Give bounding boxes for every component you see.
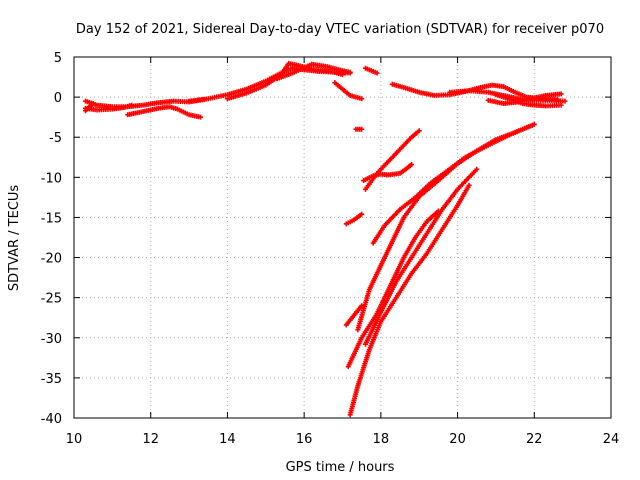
y-tick-label: -40 <box>41 412 62 427</box>
series-arc-k <box>389 81 560 103</box>
series-arc-h <box>332 80 365 102</box>
data-point <box>466 182 472 188</box>
data-point <box>474 166 480 172</box>
x-tick-label: 12 <box>142 432 159 447</box>
series-arc-c <box>83 101 96 114</box>
series-arc-s <box>363 128 422 192</box>
data-point <box>90 101 96 107</box>
data-point <box>359 96 365 102</box>
y-tick-label: -20 <box>41 252 62 267</box>
axis-ticks: 10 12 14 16 18 20 22 24 5 0 -5 -10 -15 -20 -25 -30 -35 -4… <box>41 51 620 447</box>
x-tick-label: 18 <box>373 432 390 447</box>
series-arc-j <box>353 126 365 132</box>
chart-title: Day 152 of 2021, Sidereal Day-to-day VTE… <box>76 22 604 37</box>
data-point <box>374 70 380 76</box>
series-arc-d <box>125 104 204 120</box>
data-point <box>558 102 564 108</box>
series-arc-m <box>485 91 564 107</box>
series-arc-i <box>363 65 380 76</box>
x-tick-label: 20 <box>449 432 466 447</box>
series-arc-p <box>343 211 365 227</box>
series-arc-f <box>224 60 345 102</box>
y-tick-label: 5 <box>54 51 62 66</box>
y-tick-label: -35 <box>41 372 62 387</box>
data-point <box>531 121 537 127</box>
y-tick-label: -15 <box>41 211 62 226</box>
series-arc-t <box>370 121 537 246</box>
series-arc-w <box>347 182 472 418</box>
series-arc-g <box>274 61 353 82</box>
x-tick-label: 14 <box>219 432 236 447</box>
x-tick-label: 22 <box>526 432 543 447</box>
x-axis-label: GPS time / hours <box>286 460 395 475</box>
data-point <box>359 126 365 132</box>
y-tick-label: -30 <box>41 332 62 347</box>
x-tick-label: 24 <box>603 432 620 447</box>
y-tick-label: -5 <box>49 131 62 146</box>
x-tick-label: 16 <box>296 432 313 447</box>
y-axis-label: SDTVAR / TECUs <box>7 185 22 292</box>
y-tick-label: -10 <box>41 171 62 186</box>
data-point <box>359 303 365 309</box>
y-tick-label: -25 <box>41 292 62 307</box>
x-tick-label: 10 <box>66 432 83 447</box>
data-points <box>83 60 568 418</box>
data-point <box>409 161 415 167</box>
series-arc-n <box>493 92 564 109</box>
data-point <box>558 91 564 97</box>
data-point <box>198 114 204 120</box>
data-point <box>359 211 365 217</box>
data-point <box>347 69 353 75</box>
series-arc-v <box>363 166 480 347</box>
data-point <box>416 128 422 134</box>
y-tick-label: 0 <box>54 91 62 106</box>
data-point <box>562 98 568 104</box>
grid <box>74 57 611 418</box>
plot-frame <box>73 56 612 419</box>
data-point <box>129 102 135 108</box>
